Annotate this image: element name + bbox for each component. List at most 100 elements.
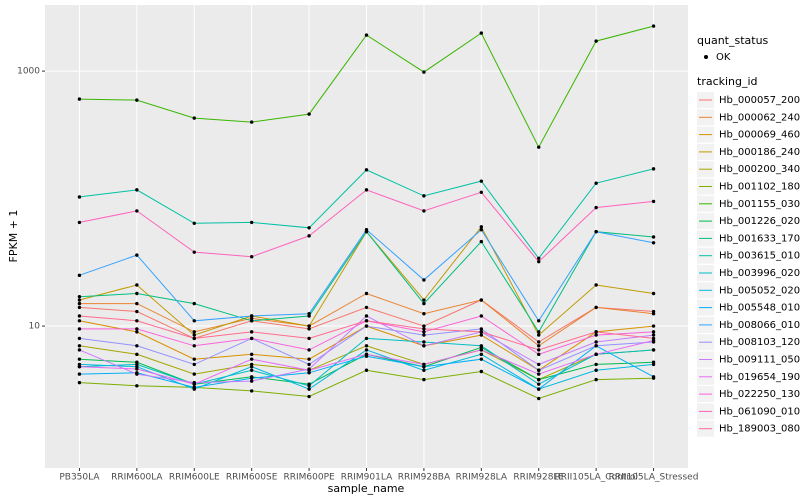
data-point [651,362,656,367]
data-point [249,389,254,393]
data-point [537,368,541,372]
data-point [422,327,426,331]
data-point [364,305,369,310]
data-point [77,364,82,369]
shape-legend-label: OK [716,52,731,63]
data-point [479,348,484,352]
data-point [249,220,254,225]
data-point [364,319,369,323]
data-point [192,221,196,225]
data-point [537,344,541,348]
data-point [77,301,82,306]
data-point [537,382,541,386]
data-point [249,376,254,380]
data-point [594,205,598,210]
data-point [77,344,82,348]
data-point [77,336,82,341]
legend-title: tracking_id [697,75,758,88]
data-point [537,256,541,261]
data-point [249,254,254,259]
data-point [364,168,369,172]
x-tick-label: RRIM600LE [169,473,220,483]
data-point [135,309,139,314]
data-point [364,348,369,352]
data-point [479,227,484,232]
legend-label: Hb_000069_460 [719,130,800,141]
legend-label: Hb_008066_010 [719,320,800,331]
data-point [135,364,139,369]
data-point [594,330,598,334]
x-tick-label: PB350LA [59,473,100,483]
data-point [479,333,484,337]
legend-label: Hb_001226_020 [719,216,800,227]
data-point [422,362,426,367]
data-point [135,344,139,348]
data-point [479,239,484,244]
data-point [651,167,656,171]
data-point [364,227,369,232]
data-point [135,384,139,388]
shape-legend-title: quant_status [697,34,769,47]
data-point [192,330,196,334]
data-point [422,70,426,74]
data-point [479,31,484,35]
data-point [479,344,484,348]
data-point [77,294,82,299]
data-point [479,314,484,318]
data-point [422,344,426,348]
data-point [651,333,656,337]
legend-label: Hb_000200_340 [719,164,800,175]
data-point [192,385,196,390]
data-point [422,209,426,213]
data-point [364,188,369,192]
data-point [537,259,541,264]
x-tick-label: RRIM600LA [111,473,163,483]
data-point [135,291,139,296]
y-axis-title: FPKM + 1 [7,210,20,263]
data-point [651,375,656,379]
data-point [135,98,139,102]
data-point [135,301,139,306]
legend-label: Hb_000186_240 [719,147,800,158]
data-point [594,352,598,357]
data-point [422,194,426,198]
data-point [479,190,484,195]
x-tick-label: RRIM928BA [398,473,451,483]
data-point [651,348,656,352]
y-tick-label: 1000 [17,67,40,77]
data-point [77,273,82,278]
data-point [364,352,369,357]
data-point [77,220,82,225]
data-point [651,311,656,316]
legend-label: Hb_005548_010 [719,303,800,314]
legend-label: Hb_003996_020 [719,268,800,279]
data-point [77,319,82,323]
data-point [422,311,426,316]
data-point [135,367,139,371]
data-point [77,314,82,318]
legend-label: Hb_000057_200 [719,95,800,106]
data-point [364,344,369,348]
data-point [307,348,311,352]
data-point [594,377,598,382]
legend-label: Hb_005052_020 [719,285,800,296]
data-point [192,382,196,386]
data-point [307,112,311,116]
data-point [422,340,426,344]
data-point [77,195,82,199]
data-point [307,387,311,391]
data-point [537,319,541,323]
data-point [249,316,254,321]
data-point [135,352,139,357]
x-tick-label: RRIM600SE [226,473,278,483]
data-point [249,314,254,318]
data-point [77,97,82,101]
data-point [537,340,541,344]
x-tick-label: RRIM600PE [283,473,335,483]
data-point [651,330,656,334]
data-point [135,372,139,376]
data-point [249,319,254,323]
data-point [537,348,541,352]
data-point [307,226,311,230]
data-point [479,330,484,334]
